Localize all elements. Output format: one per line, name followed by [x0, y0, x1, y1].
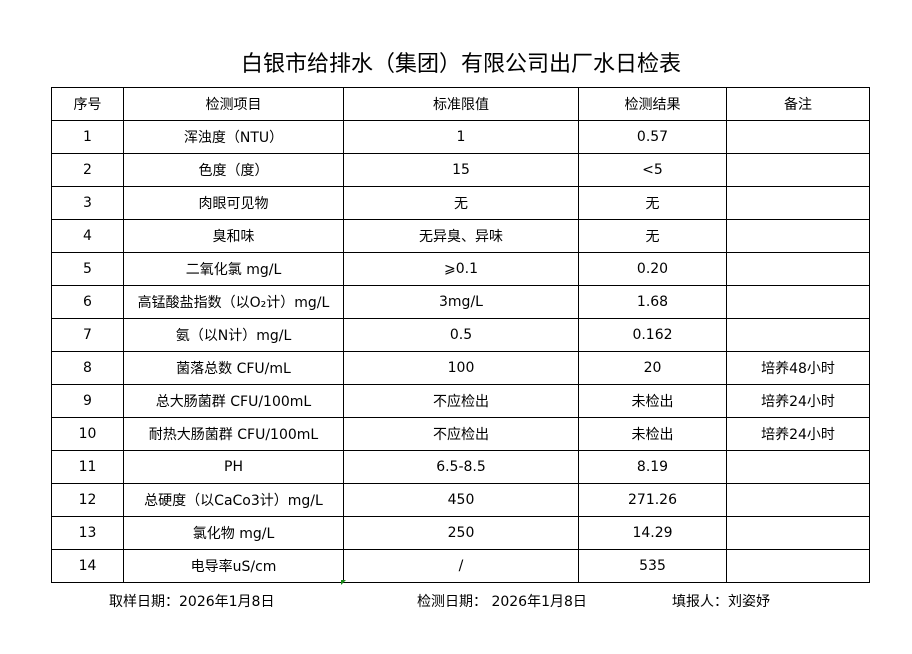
- table-cell[interactable]: 不应检出: [343, 417, 579, 451]
- table-cell[interactable]: 不应检出: [343, 384, 579, 418]
- table-cell[interactable]: 271.26: [578, 483, 727, 517]
- table-row: 3 肉眼可见物无无: [51, 186, 870, 220]
- table-cell[interactable]: 色度（度）: [123, 153, 344, 187]
- table-header-row: 序号 检测项目 标准限值 检测结果 备注: [51, 87, 870, 121]
- header-cell: 备注: [726, 87, 870, 121]
- table-cell[interactable]: 14.29: [578, 516, 727, 550]
- table-cell[interactable]: 培养48小时: [726, 351, 870, 385]
- table-cell[interactable]: 未检出: [578, 384, 727, 418]
- table-cell[interactable]: [726, 120, 870, 154]
- table-cell[interactable]: 8: [51, 351, 124, 385]
- table-cell[interactable]: 6: [51, 285, 124, 319]
- table-cell[interactable]: 耐热大肠菌群 CFU/100mL: [123, 417, 344, 451]
- table-cell[interactable]: 9: [51, 384, 124, 418]
- table-cell[interactable]: 高锰酸盐指数（以O₂计）mg/L: [123, 285, 344, 319]
- table-row: 6 高锰酸盐指数（以O₂计）mg/L 3mg/L 1.68: [51, 285, 870, 319]
- table-cell[interactable]: 0.20: [578, 252, 727, 286]
- table-cell[interactable]: 1.68: [578, 285, 727, 319]
- table-cell[interactable]: 6.5-8.5: [343, 450, 579, 484]
- table-row: 1 浑浊度（NTU） 1 0.57: [51, 120, 870, 154]
- table-cell[interactable]: 10: [51, 417, 124, 451]
- table-cell[interactable]: 12: [51, 483, 124, 517]
- table-cell[interactable]: /: [343, 549, 579, 583]
- table-cell[interactable]: 3mg/L: [343, 285, 579, 319]
- cell-comment-marker: [341, 580, 346, 585]
- header-cell: 检测结果: [578, 87, 727, 121]
- table-cell[interactable]: 7: [51, 318, 124, 352]
- table-cell[interactable]: 无: [343, 186, 579, 220]
- table-cell[interactable]: 15: [343, 153, 579, 187]
- table-cell[interactable]: 450: [343, 483, 579, 517]
- table-row: 10 耐热大肠菌群 CFU/100mL 不应检出 未检出 培养24小时: [51, 417, 870, 451]
- table-cell[interactable]: 8.19: [578, 450, 727, 484]
- table-cell[interactable]: 0.162: [578, 318, 727, 352]
- table-cell[interactable]: 11: [51, 450, 124, 484]
- table-cell[interactable]: 总大肠菌群 CFU/100mL: [123, 384, 344, 418]
- page-title: 白银市给排水（集团）有限公司出厂水日检表: [240, 52, 681, 77]
- table-cell[interactable]: 4: [51, 219, 124, 253]
- table-row: 9 总大肠菌群 CFU/100mL 不应检出 未检出 培养24小时: [51, 384, 870, 418]
- table-cell[interactable]: 1: [343, 120, 579, 154]
- header-cell: 标准限值: [343, 87, 579, 121]
- table-row: 12 总硬度（以CaCo3计）mg/L 450 271.26: [51, 483, 870, 517]
- table-cell[interactable]: 无异臭、异味: [343, 219, 579, 253]
- table-cell[interactable]: 臭和味: [123, 219, 344, 253]
- table-cell[interactable]: 菌落总数 CFU/mL: [123, 351, 344, 385]
- table-cell[interactable]: [726, 153, 870, 187]
- table-cell[interactable]: [726, 483, 870, 517]
- table-cell[interactable]: [726, 285, 870, 319]
- table-cell[interactable]: 100: [343, 351, 579, 385]
- table-cell[interactable]: [726, 318, 870, 352]
- sample-date: 取样日期：2026年1月8日: [109, 594, 275, 610]
- table-row: 8 菌落总数 CFU/mL 100 20 培养48小时: [51, 351, 870, 385]
- table-cell[interactable]: [726, 516, 870, 550]
- table-cell[interactable]: 未检出: [578, 417, 727, 451]
- table-cell[interactable]: 二氧化氯 mg/L: [123, 252, 344, 286]
- header-cell: 检测项目: [123, 87, 344, 121]
- table-cell[interactable]: 氨（以N计）mg/L: [123, 318, 344, 352]
- table-row: 11 PH 6.5-8.5 8.19: [51, 450, 870, 484]
- reporter: 填报人：刘姿妤: [672, 594, 770, 610]
- table-cell[interactable]: PH: [123, 450, 344, 484]
- inspection-table: 序号 检测项目 标准限值 检测结果 备注 1 浑浊度（NTU） 1 0.57 2 色度（度） 15 <…: [51, 87, 870, 583]
- table-cell[interactable]: 3: [51, 186, 124, 220]
- table-cell[interactable]: [726, 549, 870, 583]
- table-cell[interactable]: 20: [578, 351, 727, 385]
- table-row: 14 电导率uS/cm/535: [51, 549, 870, 583]
- table-row: 5 二氧化氯 mg/L ⩾0.1 0.20: [51, 252, 870, 286]
- table-cell[interactable]: 培养24小时: [726, 417, 870, 451]
- table-cell[interactable]: [726, 252, 870, 286]
- table-cell[interactable]: [726, 186, 870, 220]
- test-date: 检测日期： 2026年1月8日: [417, 594, 587, 610]
- table-cell[interactable]: 2: [51, 153, 124, 187]
- table-cell[interactable]: 13: [51, 516, 124, 550]
- table-cell[interactable]: 无: [578, 219, 727, 253]
- table-cell[interactable]: [726, 450, 870, 484]
- table-cell[interactable]: 0.57: [578, 120, 727, 154]
- table-cell[interactable]: 535: [578, 549, 727, 583]
- table-cell[interactable]: 浑浊度（NTU）: [123, 120, 344, 154]
- table-cell[interactable]: 14: [51, 549, 124, 583]
- table-row: 2 色度（度） 15 <5: [51, 153, 870, 187]
- table-row: 7 氨（以N计）mg/L 0.5 0.162: [51, 318, 870, 352]
- table-cell[interactable]: <5: [578, 153, 727, 187]
- table-cell[interactable]: 肉眼可见物: [123, 186, 344, 220]
- table-cell[interactable]: 培养24小时: [726, 384, 870, 418]
- table-row: 13 氯化物 mg/L 250 14.29: [51, 516, 870, 550]
- table-cell[interactable]: 5: [51, 252, 124, 286]
- table-cell[interactable]: 总硬度（以CaCo3计）mg/L: [123, 483, 344, 517]
- table-cell[interactable]: [726, 219, 870, 253]
- table-cell[interactable]: 氯化物 mg/L: [123, 516, 344, 550]
- header-cell: 序号: [51, 87, 124, 121]
- table-cell[interactable]: 250: [343, 516, 579, 550]
- table-cell[interactable]: 1: [51, 120, 124, 154]
- table-row: 4 臭和味 无异臭、异味无: [51, 219, 870, 253]
- table-cell[interactable]: ⩾0.1: [343, 252, 579, 286]
- table-cell[interactable]: 电导率uS/cm: [123, 549, 344, 583]
- table-cell[interactable]: 无: [578, 186, 727, 220]
- table-cell[interactable]: 0.5: [343, 318, 579, 352]
